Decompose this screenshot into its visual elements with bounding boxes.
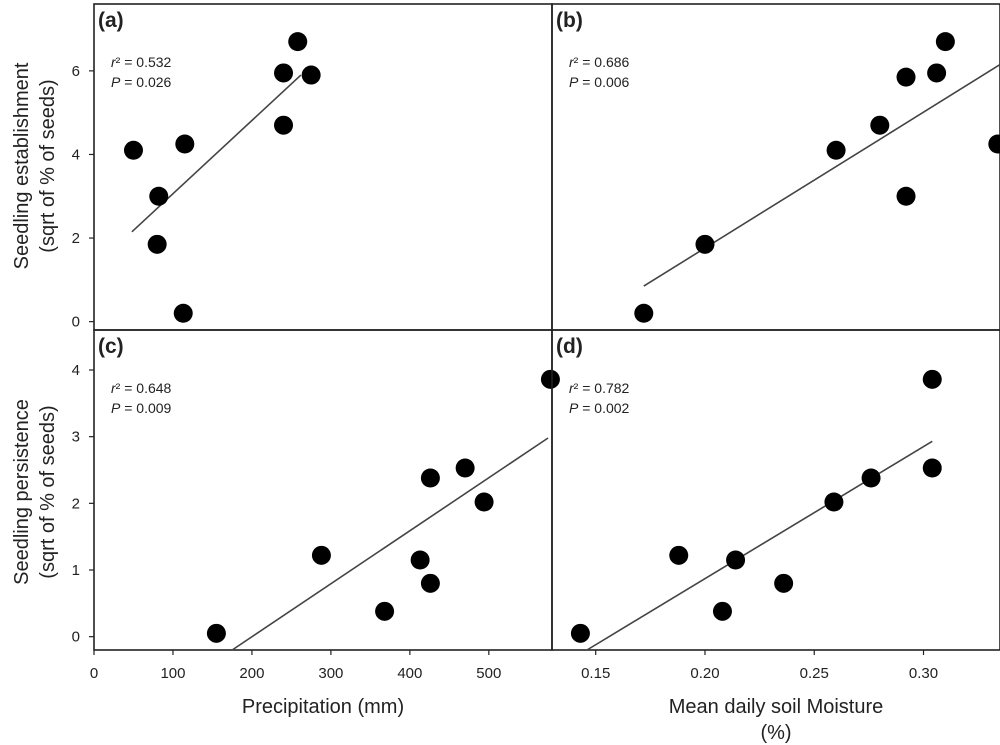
panel-c-data-point	[420, 468, 440, 488]
panel-b-data-point	[988, 134, 1000, 154]
panel-a-data-point	[147, 234, 167, 254]
panel-c-y-tick-label: 4	[72, 362, 80, 379]
panel-b-p-value: P = 0.006	[569, 74, 630, 90]
panel-d-x-tick-label: 0.15	[581, 665, 610, 682]
panel-b-frame	[551, 3, 1000, 331]
panel-c-x-tick-label: 500	[476, 665, 501, 682]
panel-a-regression-line	[131, 74, 302, 233]
panel-b-r-squared: r² = 0.686	[569, 54, 630, 70]
panel-d-data-point	[922, 458, 942, 478]
panel-c-y-tick-label: 0	[72, 629, 80, 646]
panel-d-data-point	[669, 545, 689, 565]
panel-c-x-tick-label: 200	[239, 665, 264, 682]
panel-b-data-point	[695, 234, 715, 254]
panel-d-label: (d)	[556, 335, 583, 358]
panel-a-data-point	[288, 32, 308, 52]
panel-a-data-point	[175, 134, 195, 154]
panel-d-r-squared: r² = 0.782	[569, 380, 630, 396]
panel-c-data-point	[311, 545, 331, 565]
panel-d-x-tick-label: 0.25	[800, 665, 829, 682]
panel-b-data-point	[927, 63, 947, 83]
panel-c-x-tick-label: 0	[90, 665, 98, 682]
panel-a-data-point	[149, 186, 169, 206]
panel-c-label: (c)	[98, 335, 124, 358]
panel-c-data-point	[540, 369, 560, 389]
panel-c: 0 1 2 3 4 0 100 200 300 400 500 (c) r² = 0.648 P = 0.…	[72, 329, 560, 682]
panel-a-y-tick-label: 2	[72, 230, 80, 247]
panel-a-data-point	[274, 115, 294, 135]
panel-d-x-tick-label: 0.30	[909, 665, 938, 682]
panel-c-data-point	[375, 601, 395, 621]
panel-b: (b) r² = 0.686 P = 0.006	[551, 3, 1000, 331]
y-axis-label-bottom-line1: Seedling persistence	[11, 399, 33, 585]
panel-c-frame	[93, 329, 553, 651]
panel-a-p-value: P = 0.026	[111, 74, 172, 90]
panel-d-data-point	[861, 468, 881, 488]
panel-c-x-tick-label: 300	[318, 665, 343, 682]
y-axis-label-top-line1: Seedling establishment	[11, 62, 33, 269]
panel-d-data-point	[922, 369, 942, 389]
y-axis-label-bottom-line2: (sqrt of % of seeds)	[37, 405, 59, 578]
panel-a: 0 2 4 6 (a) r² = 0.532 P = 0.026	[72, 3, 553, 331]
panel-a-r-squared: r² = 0.532	[111, 54, 172, 70]
panel-c-x-tick-label: 400	[397, 665, 422, 682]
panel-a-y-tick-label: 0	[72, 314, 80, 331]
panel-c-x-tick-label: 100	[160, 665, 185, 682]
panel-b-data-point	[870, 115, 890, 135]
panel-c-data-point	[410, 550, 430, 570]
panel-a-data-point	[301, 65, 321, 85]
x-axis-label-precipitation: Precipitation (mm)	[242, 696, 404, 718]
panel-a-frame	[93, 3, 553, 331]
panel-b-regression-line	[643, 63, 1000, 287]
panel-c-y-tick-label: 2	[72, 495, 80, 512]
panel-a-y-tick-label: 6	[72, 63, 80, 80]
panel-b-data-point	[935, 32, 955, 52]
panel-b-label: (b)	[556, 9, 583, 32]
panel-d-data-point	[570, 623, 590, 643]
panel-d-frame	[551, 329, 1000, 651]
panel-b-data-point	[896, 186, 916, 206]
panel-c-regression-line	[231, 437, 549, 651]
panel-c-y-tick-label: 3	[72, 429, 80, 446]
panel-c-data-point	[206, 623, 226, 643]
panel-c-data-point	[420, 573, 440, 593]
x-axis-label-soil-moisture-line2: (%)	[760, 722, 791, 744]
x-axis-label-soil-moisture-line1: Mean daily soil Moisture	[669, 696, 884, 718]
panel-b-data-point	[634, 303, 654, 323]
panel-d-data-point	[824, 492, 844, 512]
panel-c-y-tick-label: 1	[72, 562, 80, 579]
panel-d-data-point	[726, 550, 746, 570]
panel-c-r-squared: r² = 0.648	[111, 380, 172, 396]
panel-a-y-tick-label: 4	[72, 146, 80, 163]
panel-c-data-point	[455, 458, 475, 478]
panel-a-data-point	[173, 303, 193, 323]
panel-b-data-point	[896, 67, 916, 87]
panel-d: 0.15 0.20 0.25 0.30 (d) r² = 0.782 P = 0.002	[551, 329, 1000, 682]
panel-c-data-point	[474, 492, 494, 512]
panel-d-regression-line	[586, 440, 933, 651]
panel-a-data-point	[123, 140, 143, 160]
panel-d-data-point	[712, 601, 732, 621]
panel-b-data-point	[826, 140, 846, 160]
panel-c-p-value: P = 0.009	[111, 400, 172, 416]
panel-d-p-value: P = 0.002	[569, 400, 630, 416]
panel-d-data-point	[774, 573, 794, 593]
y-axis-label-top-line2: (sqrt of % of seeds)	[37, 79, 59, 252]
panel-a-label: (a)	[98, 9, 124, 32]
panel-a-data-point	[274, 63, 294, 83]
panel-d-x-tick-label: 0.20	[690, 665, 719, 682]
